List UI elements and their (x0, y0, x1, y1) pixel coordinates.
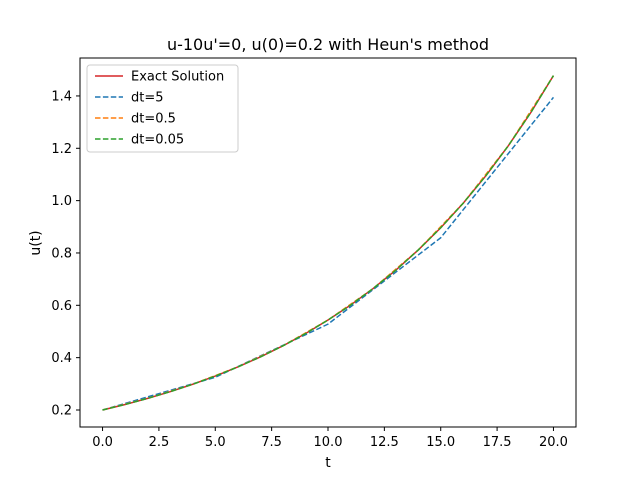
legend-label-1: dt=5 (131, 91, 164, 106)
y-tick-label: 1.2 (51, 142, 72, 157)
y-tick-label: 0.2 (51, 403, 72, 418)
x-tick-label: 10.0 (314, 435, 343, 450)
y-axis-ticks: 0.2 0.4 0.6 0.8 1.0 1.2 1.4 (51, 89, 80, 418)
y-tick-label: 0.4 (51, 351, 72, 366)
x-tick-label: 17.5 (483, 435, 512, 450)
y-axis-label: u(t) (28, 230, 44, 255)
x-axis-ticks: 0.0 2.5 5.0 7.5 10.0 12.5 15.0 17.5 20.0 (92, 427, 568, 450)
y-tick-label: 0.6 (51, 299, 72, 314)
y-tick-label: 1.4 (51, 89, 72, 104)
x-tick-label: 12.5 (370, 435, 399, 450)
series-line-1 (102, 96, 555, 411)
x-tick-label: 0.0 (92, 435, 113, 450)
x-tick-label: 20.0 (539, 435, 568, 450)
plot-frame (79, 57, 577, 428)
plot-area (102, 75, 555, 411)
y-tick-label: 0.8 (51, 246, 72, 261)
legend-label-0: Exact Solution (131, 70, 224, 85)
x-tick-label: 2.5 (149, 435, 170, 450)
y-tick-label: 1.0 (51, 194, 72, 209)
series-line-3 (102, 75, 555, 411)
legend: Exact Solution dt=5 dt=0.5 dt=0.05 (86, 64, 239, 153)
legend-box (86, 64, 239, 153)
legend-label-2: dt=0.5 (131, 112, 176, 127)
x-axis-label: t (325, 455, 331, 471)
x-tick-label: 7.5 (261, 435, 282, 450)
x-tick-label: 5.0 (205, 435, 226, 450)
chart-title: u-10u'=0, u(0)=0.2 with Heun's method (167, 35, 489, 54)
x-tick-label: 15.0 (426, 435, 455, 450)
legend-label-3: dt=0.05 (131, 133, 184, 148)
